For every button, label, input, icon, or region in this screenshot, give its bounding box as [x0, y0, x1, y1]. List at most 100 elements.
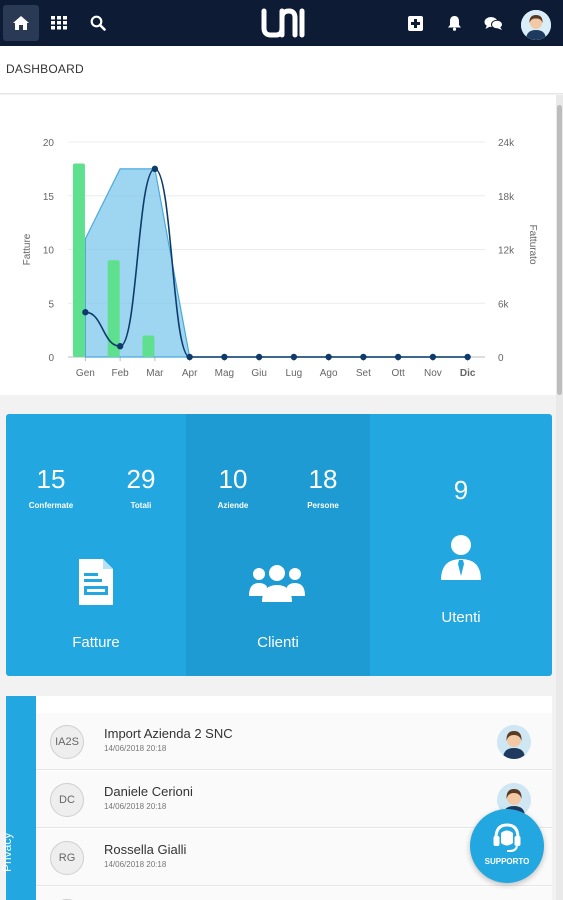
- fatture-title: Fatture: [72, 634, 120, 651]
- right-tick-label: 6k: [498, 299, 510, 310]
- stat-fatture[interactable]: 15 Confermate 29 Totali Fatture: [6, 414, 186, 676]
- x-tick-label: Dic: [460, 368, 476, 379]
- x-tick-label: Mar: [146, 368, 164, 379]
- left-tick-label: 5: [48, 299, 54, 310]
- uni-logo[interactable]: [258, 6, 306, 40]
- confermate-value: 15: [36, 464, 66, 494]
- clienti-title: Clienti: [257, 634, 299, 651]
- chart-panel: 0 5 10 15 20 0 6k 12k 18k 24k Gen Feb Mar Apr Mag Giu Lu…: [0, 95, 556, 395]
- line-point: [255, 353, 263, 361]
- stat-utenti[interactable]: 9 Utenti: [370, 414, 552, 676]
- line-point: [116, 343, 124, 350]
- page-title: DASHBOARD: [6, 62, 84, 76]
- left-tick-label: 15: [43, 192, 55, 203]
- scrollbar-thumb[interactable]: [557, 105, 562, 395]
- breadcrumb-bar: DASHBOARD: [0, 46, 563, 94]
- apps-button[interactable]: [41, 5, 77, 41]
- x-tick-label: Lug: [286, 368, 303, 379]
- support-button[interactable]: SUPPORTO: [470, 809, 544, 883]
- x-tick-label: Mag: [215, 368, 234, 379]
- invoice-icon: [79, 559, 113, 610]
- right-tick-label: 24k: [498, 138, 515, 149]
- stats-panel: 15 Confermate 29 Totali Fatture 10 Azien…: [6, 414, 552, 676]
- utenti-value: 9: [453, 475, 469, 505]
- left-tick-label: 10: [43, 246, 55, 257]
- left-tick-label: 0: [48, 353, 54, 364]
- totali-value: 29: [126, 464, 156, 494]
- page-scrollbar[interactable]: [556, 95, 563, 900]
- line-point: [429, 353, 437, 361]
- search-icon: [90, 15, 106, 31]
- line-point: [82, 309, 89, 316]
- bar: [107, 260, 120, 357]
- x-tick-label: Ott: [391, 368, 405, 379]
- assignee-avatar[interactable]: [497, 725, 531, 759]
- left-tick-label: 20: [43, 138, 55, 149]
- line-point: [221, 353, 228, 361]
- line-point: [290, 353, 298, 361]
- clients-group-icon: [249, 564, 305, 609]
- bell-icon: [447, 16, 461, 31]
- confermate-label: Confermate: [28, 501, 74, 510]
- add-button[interactable]: [397, 5, 433, 41]
- right-tick-label: 12k: [498, 246, 515, 257]
- right-tick-label: 0: [498, 353, 504, 364]
- item-date: 14/06/2018 20:18: [104, 860, 167, 869]
- support-label: SUPPORTO: [484, 857, 530, 866]
- list-item[interactable]: RG Rossella Gialli 14/06/2018 20:18: [36, 829, 552, 886]
- line-point: [360, 353, 367, 361]
- initials-badge: DC: [50, 783, 84, 817]
- line-point: [151, 165, 159, 173]
- persone-value: 18: [308, 464, 338, 494]
- area-series: [84, 168, 468, 358]
- list-item[interactable]: IA2S Import Azienda 2 SNC 14/06/2018 20:…: [36, 713, 552, 770]
- x-tick-label: Feb: [112, 368, 130, 379]
- top-navbar: [0, 0, 563, 46]
- item-name: Import Azienda 2 SNC: [104, 726, 233, 741]
- notifications-button[interactable]: [436, 5, 472, 41]
- add-icon: [407, 15, 423, 31]
- x-tick-label: Set: [356, 368, 371, 379]
- invoices-chart: 0 5 10 15 20 0 6k 12k 18k 24k Gen Feb Mar Apr Mag Giu Lu…: [22, 138, 538, 379]
- stat-clienti[interactable]: 10 Aziende 18 Persone Clienti: [186, 414, 370, 676]
- recent-privacy-list: Privacy IA2S Import Azienda 2 SNC 14/06/…: [0, 696, 552, 900]
- right-tick-label: 18k: [498, 192, 515, 203]
- line-point: [394, 353, 402, 361]
- home-button[interactable]: [3, 5, 39, 41]
- initials-badge: IA2S: [50, 725, 84, 759]
- bar: [142, 335, 155, 357]
- aziende-label: Aziende: [217, 501, 249, 510]
- aziende-value: 10: [218, 464, 248, 494]
- user-tie-icon: [441, 535, 481, 585]
- x-tick-label: Apr: [182, 368, 198, 379]
- utenti-title: Utenti: [441, 609, 481, 626]
- privacy-tab-label: Privacy: [0, 832, 14, 872]
- bar: [72, 163, 85, 357]
- right-axis-label: Fatturato: [527, 224, 538, 264]
- item-date: 14/06/2018 20:18: [104, 802, 167, 811]
- persone-label: Persone: [307, 501, 339, 510]
- apps-grid-icon: [51, 16, 67, 30]
- headset-icon: [493, 823, 521, 852]
- x-tick-label: Ago: [320, 368, 338, 379]
- left-axis-label: Fatture: [22, 233, 33, 265]
- search-button[interactable]: [80, 5, 116, 41]
- initials-badge: RG: [50, 841, 84, 875]
- x-tick-label: Giu: [251, 368, 267, 379]
- privacy-tab[interactable]: Privacy: [0, 696, 36, 900]
- totali-label: Totali: [130, 501, 152, 510]
- item-name: Rossella Gialli: [104, 842, 187, 857]
- chat-button[interactable]: [475, 5, 511, 41]
- list-item[interactable]: [36, 887, 552, 900]
- item-name: Daniele Cerioni: [104, 784, 193, 799]
- home-icon: [13, 16, 29, 30]
- x-tick-label: Nov: [424, 368, 442, 379]
- line-point: [464, 353, 471, 361]
- chat-icon: [484, 16, 503, 30]
- list-item[interactable]: DC Daniele Cerioni 14/06/2018 20:18: [36, 771, 552, 828]
- item-date: 14/06/2018 20:18: [104, 744, 167, 753]
- x-tick-label: Gen: [76, 368, 95, 379]
- line-point: [186, 353, 193, 361]
- line-point: [325, 353, 332, 361]
- user-avatar[interactable]: [521, 10, 551, 40]
